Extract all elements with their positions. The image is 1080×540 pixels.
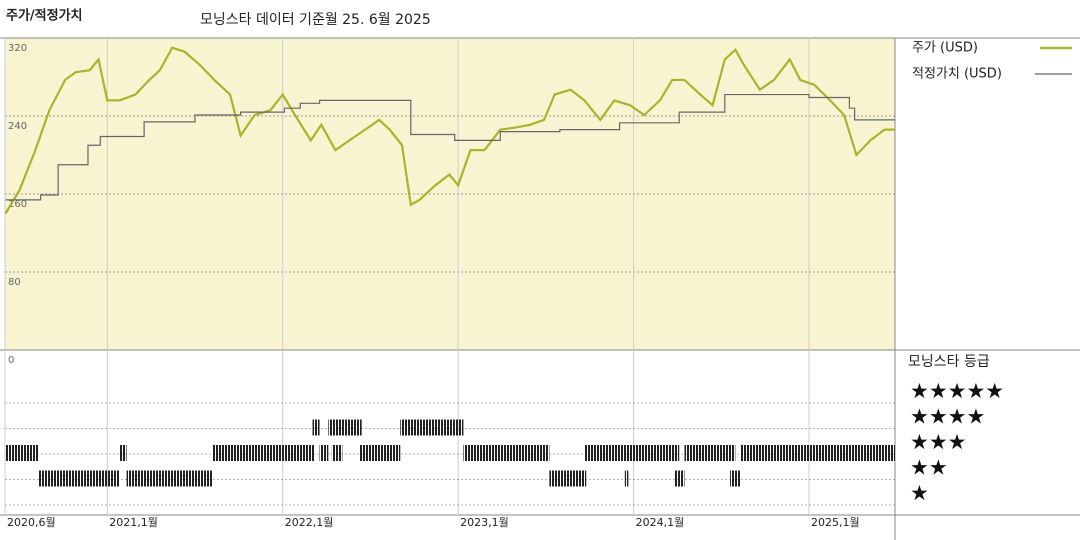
y-tick-label: 0	[8, 355, 14, 366]
legend-label: ★★	[910, 456, 948, 480]
panel-title: 모닝스타 등급	[908, 354, 990, 370]
x-tick-label: 2021,1월	[109, 516, 158, 529]
rating-bar	[5, 445, 39, 461]
rating-bar	[119, 445, 127, 461]
rating-bar	[549, 470, 587, 487]
legend-label: ★★★★	[910, 405, 985, 429]
rating-bar	[312, 419, 320, 436]
rating-bar	[584, 445, 680, 461]
series-line	[5, 93, 895, 201]
rating-bar	[740, 445, 895, 461]
y-tick-label: 80	[8, 277, 21, 288]
y-tick-label: 240	[8, 121, 27, 132]
rating-bar	[38, 470, 120, 487]
rating-bar	[684, 445, 736, 461]
x-tick-label: 2022,1월	[285, 516, 334, 529]
rating-bar	[328, 419, 362, 436]
rating-bar	[400, 419, 464, 436]
page-title: 주가/적정가치	[6, 8, 83, 24]
rating-bar	[319, 445, 329, 461]
legend-label: 주가 (USD)	[912, 41, 978, 56]
y-tick-label: 320	[8, 43, 27, 54]
rating-bar	[624, 470, 629, 487]
y-tick-label: 160	[8, 199, 27, 210]
x-tick-label: 2024,1월	[636, 516, 685, 529]
x-tick-label: 2023,1월	[460, 516, 509, 529]
rating-bar	[730, 470, 741, 487]
legend-label: ★★★★★	[910, 379, 1004, 403]
x-tick-label: 2020,6월	[7, 516, 56, 529]
rating-bar	[331, 445, 343, 461]
x-tick-label: 2025,1월	[811, 516, 860, 529]
rating-bar	[359, 445, 401, 461]
rating-bar	[673, 470, 685, 487]
rating-bar	[126, 470, 213, 487]
subtitle: 모닝스타 데이터 기준월 25. 6월 2025	[200, 12, 431, 28]
rating-bar	[212, 445, 315, 461]
legend-label: ★★★	[910, 430, 966, 454]
legend-label: ★	[910, 481, 929, 505]
series-line	[4, 46, 895, 215]
rating-bar	[463, 445, 550, 461]
legend-label: 적정가치 (USD)	[912, 67, 1002, 82]
